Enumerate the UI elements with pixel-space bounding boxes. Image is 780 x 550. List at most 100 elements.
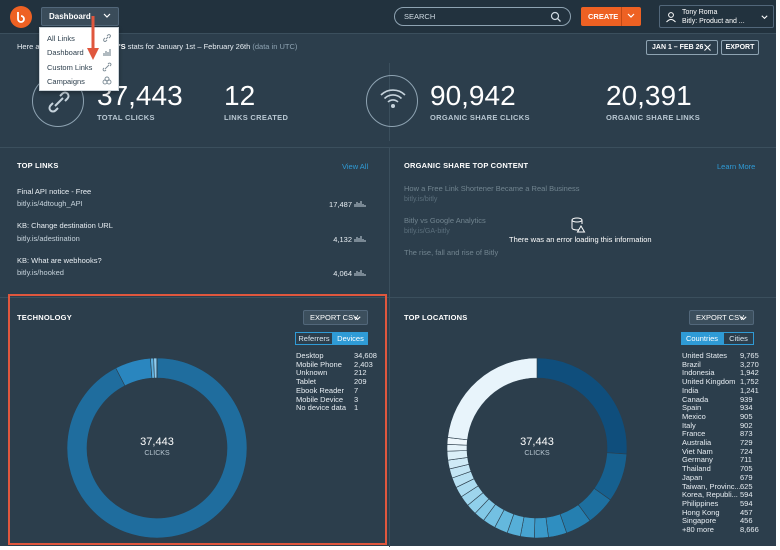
organic-links-value: 20,391 [606, 80, 692, 111]
campaign-icon [102, 76, 112, 85]
row-label: Brazil [682, 359, 701, 369]
export-csv-button[interactable]: EXPORT CSV [303, 310, 368, 325]
link-url: bitly.is/4dtough_API [17, 199, 83, 208]
row-value: 1,241 [740, 385, 759, 395]
row-value: 8,666 [740, 525, 759, 534]
chevron-down-icon [740, 316, 747, 321]
row-value: 729 [740, 438, 753, 447]
row-label: No device data [296, 403, 347, 413]
organic-item-title: The rise, fall and rise of Bitly [404, 248, 499, 257]
row-label: Philippines [682, 498, 719, 508]
custom-link-icon [102, 62, 112, 72]
row-label: Hong Kong [682, 507, 720, 517]
broadcast-icon [380, 89, 406, 108]
technology-highlight-box [8, 294, 387, 545]
location-donut-slice [534, 517, 549, 539]
row-value: 34,608 [354, 351, 377, 360]
user-menu-button[interactable]: Tony Roma Bitly: Product and ... [659, 5, 774, 28]
total-clicks-label: TOTAL CLICKS [97, 113, 155, 122]
menu-item-campaigns[interactable]: Campaigns [47, 77, 85, 86]
row-value: 9,765 [740, 351, 759, 360]
row-value: 7 [354, 385, 359, 395]
close-icon[interactable] [703, 43, 712, 52]
tab-referrers[interactable]: Referrers [295, 332, 333, 345]
device-donut-chart [66, 357, 248, 539]
row-value: 1,942 [740, 368, 759, 378]
search-input[interactable]: SEARCH [394, 7, 571, 26]
row-label: Singapore [682, 516, 717, 526]
view-selector-button[interactable]: Dashboard [41, 7, 119, 26]
organic-share-badge [366, 75, 418, 127]
row-label: Mobile Device [296, 394, 344, 404]
export-button[interactable]: EXPORT [721, 40, 759, 55]
row-label: United States [682, 351, 728, 360]
chevron-down-icon[interactable] [626, 11, 636, 21]
row-label: Desktop [296, 351, 324, 360]
bar-chart-icon [354, 201, 366, 207]
row-value: 711 [740, 455, 752, 465]
menu-item-dashboard[interactable]: Dashboard [47, 48, 84, 57]
row-label: Viet Nam [682, 446, 713, 456]
row-value: 1,752 [740, 377, 759, 387]
tab-devices[interactable]: Devices [333, 332, 368, 345]
tab-cities[interactable]: Cities [723, 332, 754, 345]
row-value: 724 [740, 446, 753, 456]
link-count: 17,487 [329, 200, 352, 209]
loc-center-value: 37,443 [520, 436, 554, 448]
organic-item-title: How a Free Link Shortener Became a Real … [404, 184, 580, 193]
bitly-logo-icon[interactable] [10, 6, 32, 28]
row-label: Mexico [682, 411, 706, 421]
chevron-down-icon [103, 13, 111, 18]
device-donut-slice [66, 357, 248, 539]
menu-item-all-links[interactable]: All Links [47, 34, 75, 43]
view-all-link[interactable]: View All [342, 162, 369, 171]
create-button[interactable]: CREATE [581, 7, 641, 26]
row-value: 905 [740, 411, 753, 421]
database-error-icon [571, 217, 586, 233]
date-range-button[interactable]: JAN 1 – FEB 26 [646, 40, 718, 55]
loc-center-label: CLICKS [524, 450, 550, 457]
learn-more-link[interactable]: Learn More [717, 162, 756, 171]
link-count: 4,132 [333, 235, 352, 244]
row-label: Spain [682, 403, 702, 413]
locations-title: TOP LOCATIONS [404, 313, 468, 322]
organic-item-url: bitly.is/GA-bitly [404, 228, 450, 235]
chevron-down-icon [354, 316, 361, 321]
row-value: 939 [740, 394, 753, 404]
user-name: Tony Roma [682, 9, 718, 16]
tab-countries[interactable]: Countries [681, 332, 723, 345]
create-button-label: CREATE [588, 12, 619, 21]
section-divider [0, 297, 776, 298]
link-title: Final API notice - Free [17, 187, 92, 196]
search-placeholder: SEARCH [404, 12, 436, 21]
view-selector-label: Dashboard [49, 12, 91, 21]
row-label: Ebook Reader [296, 385, 344, 395]
row-value: 705 [740, 464, 753, 474]
row-value: 209 [354, 377, 367, 387]
date-range-label: JAN 1 – FEB 26 [652, 44, 704, 51]
row-label: Korea, Republi... [682, 490, 738, 500]
row-label: India [682, 385, 699, 395]
top-links-title: TOP LINKS [17, 161, 59, 170]
chevron-down-icon [761, 15, 768, 20]
row-value: 594 [740, 498, 753, 508]
location-donut-chart [446, 357, 628, 539]
row-value: 2,403 [354, 359, 373, 369]
row-value: 1 [354, 403, 359, 413]
row-value: 457 [740, 507, 753, 517]
organic-title: ORGANIC SHARE TOP CONTENT [404, 161, 529, 170]
row-label: France [682, 429, 706, 439]
link-count: 4,064 [333, 269, 352, 278]
row-value: 873 [740, 429, 753, 439]
tech-center-label: CLICKS [144, 450, 170, 457]
row-value: 3,270 [740, 359, 759, 369]
user-icon [666, 12, 676, 23]
row-label: Taiwan, Provinc... [682, 481, 741, 491]
search-icon[interactable] [550, 11, 562, 23]
view-menu-dropdown: All Links Dashboard Custom Links Campaig… [39, 27, 119, 91]
export-csv-button[interactable]: EXPORT CSV [689, 310, 754, 325]
menu-item-custom-links[interactable]: Custom Links [47, 63, 93, 72]
technology-title: TECHNOLOGY [17, 313, 72, 322]
links-created-label: LINKS CREATED [224, 113, 289, 122]
